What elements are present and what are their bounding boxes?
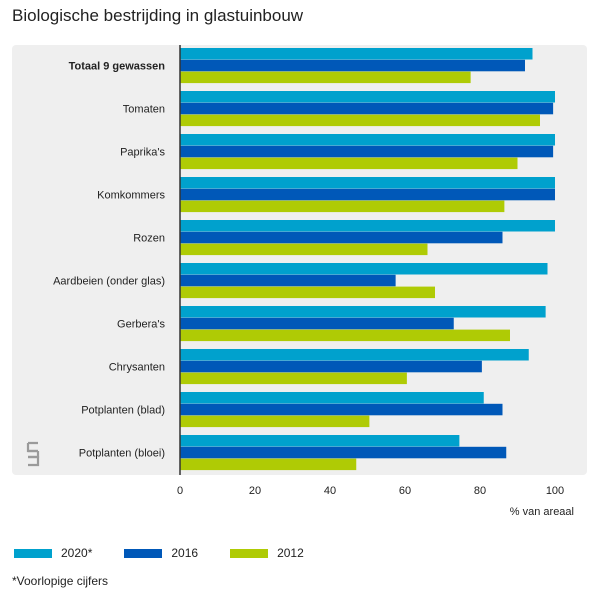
bar-2012-4 [180,243,428,256]
bar-2012-5 [180,286,435,299]
bar-2012-9 [180,458,357,471]
bar-2020-8 [180,392,484,404]
legend-item: 2020* [14,546,92,560]
legend: 2020* 2016 2012 [14,546,336,560]
category-label: Gerbera's [117,319,165,331]
category-label: Tomaten [123,104,165,116]
bar-2020-4 [180,220,555,232]
legend-item: 2016 [124,546,198,560]
x-axis-ticks: 0 20 40 60 80 100 [177,485,564,497]
x-tick-label: 20 [249,485,261,497]
legend-label: 2012 [277,546,304,560]
x-tick-label: 100 [546,485,564,497]
bar-2012-7 [180,372,407,385]
bar-2020-2 [180,134,555,146]
bar-2012-8 [180,415,370,428]
bar-2016-6 [180,317,454,330]
category-labels: Totaal 9 gewassen Tomaten Paprika's Komkomm… [53,61,165,460]
category-label: Chrysanten [109,362,165,374]
bar-2020-0 [180,48,533,60]
bar-2020-7 [180,349,529,361]
x-tick-label: 40 [324,485,336,497]
x-tick-label: 80 [474,485,486,497]
bar-2020-3 [180,177,555,189]
x-axis-label: % van areaal [510,506,574,518]
bar-2016-7 [180,360,482,373]
footnote: *Voorlopige cijfers [12,574,109,588]
cbs-logo-icon [26,441,40,467]
x-tick-label: 60 [399,485,411,497]
bar-2012-6 [180,329,510,342]
category-label: Komkommers [97,190,165,202]
category-label: Aardbeien (onder glas) [53,276,165,288]
bar-2012-0 [180,71,471,84]
bar-2012-2 [180,157,518,170]
bar-2016-3 [180,188,555,201]
chart-title: Biologische bestrijding in glastuinbouw [12,6,304,25]
bars-layer [180,48,555,471]
bar-2020-1 [180,91,555,103]
bar-2016-9 [180,446,507,459]
category-label: Potplanten (blad) [81,405,165,417]
legend-item: 2012 [230,546,304,560]
bar-2020-5 [180,263,548,275]
bar-2016-2 [180,145,554,158]
bar-2012-1 [180,114,540,127]
x-tick-label: 0 [177,485,183,497]
category-label: Rozen [133,233,165,245]
bar-2016-5 [180,274,396,287]
legend-swatch [14,548,52,558]
bar-2020-6 [180,306,546,318]
bar-2016-1 [180,102,554,115]
bar-2020-9 [180,435,460,447]
legend-swatch [124,548,163,558]
legend-label: 2016 [171,546,199,560]
category-label: Potplanten (bloei) [79,448,165,460]
bar-chart: Totaal 9 gewassen Tomaten Paprika's Komkomm… [12,45,587,518]
bar-2012-3 [180,200,505,213]
legend-label: 2020* [61,546,93,560]
category-label: Paprika's [120,147,165,159]
legend-swatch [230,548,269,558]
category-label: Totaal 9 gewassen [69,61,166,73]
bar-2016-4 [180,231,503,244]
bar-2016-0 [180,59,525,72]
bar-2016-8 [180,403,503,416]
